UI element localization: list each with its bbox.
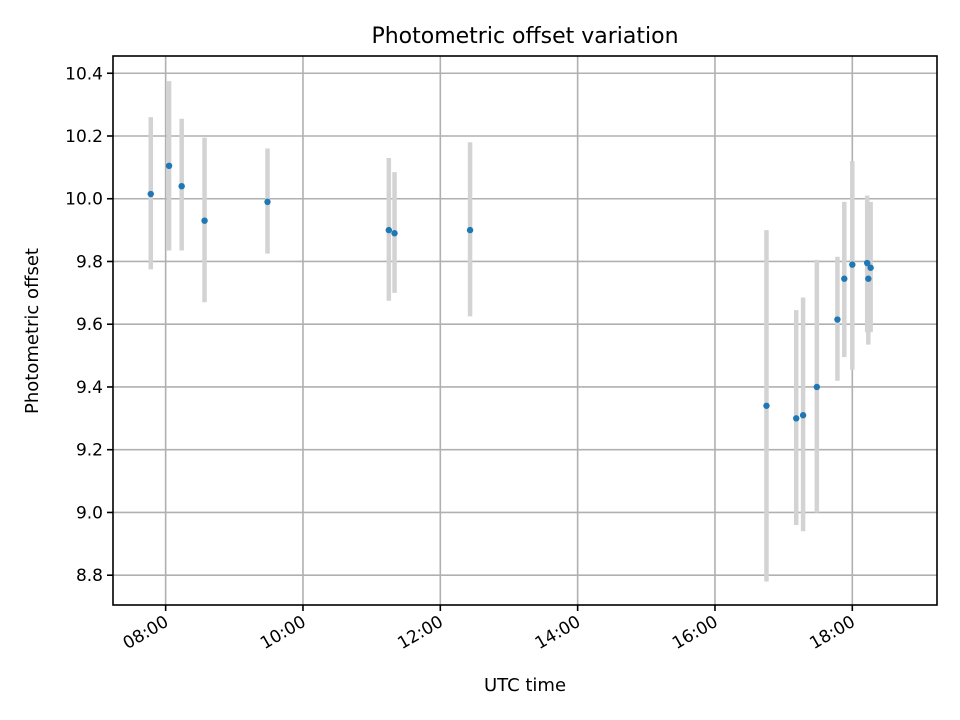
grid-layer — [113, 56, 937, 605]
data-point — [385, 226, 393, 234]
data-point — [201, 217, 208, 224]
y-tick-label: 9.2 — [76, 441, 103, 461]
y-tick-label: 10.2 — [65, 127, 103, 147]
x-axis-label: UTC time — [484, 675, 566, 696]
x-tick-label: 08:00 — [120, 612, 172, 654]
y-tick-label: 8.8 — [76, 566, 103, 586]
data-point — [799, 412, 807, 419]
x-tick-label: 10:00 — [257, 612, 309, 654]
x-tick-label: 16:00 — [669, 612, 721, 654]
y-tick-label: 9.8 — [76, 252, 103, 272]
y-tick-label: 9.0 — [76, 503, 103, 523]
data-point — [466, 226, 474, 234]
x-tick-label: 14:00 — [532, 612, 584, 654]
data-point — [865, 275, 872, 282]
data-point — [849, 261, 856, 268]
y-tick-label: 9.6 — [76, 315, 103, 335]
plot-frame — [112, 55, 938, 606]
data-point — [165, 162, 173, 169]
x-tick-label: 12:00 — [394, 612, 446, 654]
tick-layer: 08:00 10:00 12:00 14:00 16:00 18:00 8.8 9.0 9.2 9… — [65, 64, 859, 654]
data-point — [793, 415, 800, 422]
y-tick-label: 10.4 — [65, 64, 103, 84]
data-point — [813, 383, 821, 391]
data-point — [178, 182, 185, 190]
data-point — [147, 190, 154, 198]
y-tick-label: 10.0 — [65, 190, 103, 210]
data-point — [867, 264, 874, 271]
x-tick-label: 18:00 — [806, 612, 858, 654]
data-point — [264, 198, 271, 206]
data-point — [763, 402, 770, 409]
data-point — [834, 316, 841, 323]
data-point — [391, 230, 398, 237]
chart-title: Photometric offset variation — [371, 24, 678, 49]
y-tick-label: 9.4 — [76, 378, 103, 398]
data-point — [863, 259, 871, 267]
point-layer — [147, 162, 874, 422]
errorbar-layer — [148, 81, 873, 582]
y-axis-label: Photometric offset — [22, 248, 43, 414]
data-point — [841, 275, 848, 282]
